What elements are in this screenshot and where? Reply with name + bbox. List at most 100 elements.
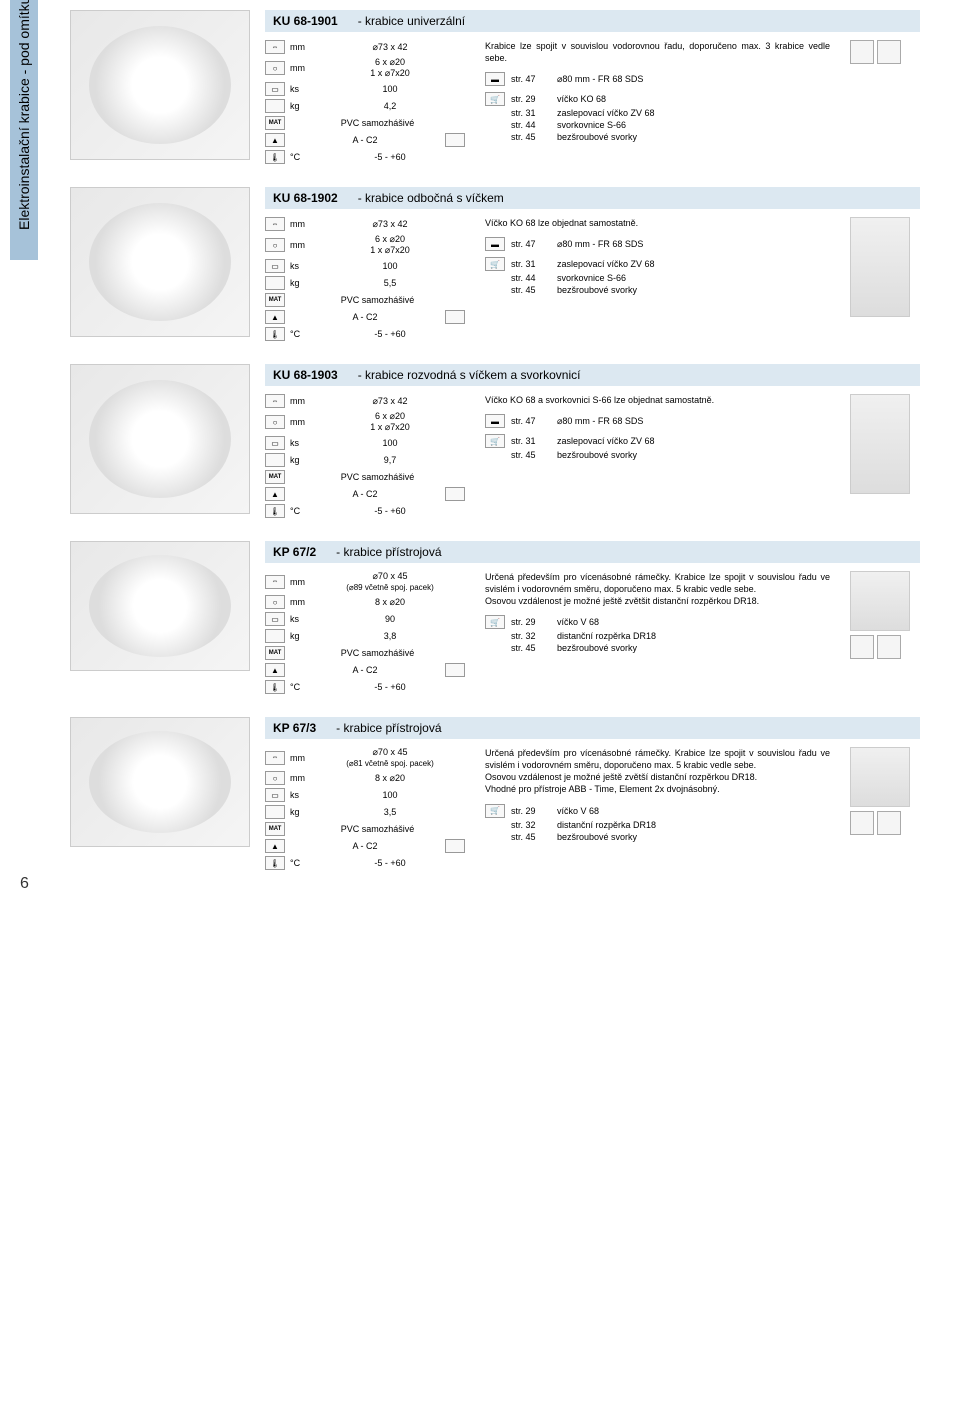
ref-text: svorkovnice S-66 (557, 273, 626, 283)
product-block: KU 68-1903 - krabice rozvodná s víčkem a… (70, 364, 920, 521)
material-value: PVC samozhášivé (290, 118, 465, 128)
unit-label: mm (290, 753, 310, 763)
product-block: KU 68-1901 - krabice univerzální ⇔mm⌀73 … (70, 10, 920, 167)
fire-icon (265, 487, 285, 501)
unit-label: mm (290, 396, 310, 406)
qty-value: 100 (315, 261, 465, 271)
weight-value: 3,8 (315, 631, 465, 641)
product-description: Víčko KO 68 lze objednat samostatně. (485, 217, 830, 229)
dimension-value: ⌀73 x 42 (315, 42, 465, 53)
temp-value: -5 - +60 (315, 152, 465, 162)
sidebar-category-label: Elektroinstalační krabice - pod omítku (10, 0, 38, 260)
ref-text: bezšroubové svorky (557, 450, 637, 460)
catalog-icon (485, 72, 505, 86)
ref-page: str. 32 (511, 820, 551, 830)
ref-page: str. 44 (511, 273, 551, 283)
temp-icon (265, 856, 285, 870)
holes-icon (265, 61, 285, 75)
page-number: 6 (20, 875, 29, 893)
product-title-row: KU 68-1901 - krabice univerzální (265, 10, 920, 32)
blank-icon (265, 629, 285, 643)
holes-value: 6 x ⌀20 1 x ⌀7x20 (315, 57, 465, 79)
product-title-row: KU 68-1902 - krabice odbočná s víčkem (265, 187, 920, 209)
cart-icon (485, 257, 505, 271)
temp-icon (265, 680, 285, 694)
detail-thumb (850, 394, 910, 494)
ref-text: zaslepovací víčko ZV 68 (557, 108, 655, 118)
detail-thumb (850, 571, 910, 631)
temp-value: -5 - +60 (315, 682, 465, 692)
fire-grade: A - C2 (290, 489, 440, 499)
unit-label: mm (290, 240, 310, 250)
fire-grade: A - C2 (290, 312, 440, 322)
package-icon (265, 436, 285, 450)
cert-icon (445, 487, 465, 501)
socket-icons (850, 40, 920, 64)
cart-icon (485, 804, 505, 818)
product-subtitle: - krabice přístrojová (336, 545, 441, 559)
holes-value: 6 x ⌀20 1 x ⌀7x20 (315, 411, 465, 433)
ref-text: zaslepovací víčko ZV 68 (557, 436, 655, 446)
ref-page: str. 47 (511, 74, 551, 84)
ref-page: str. 47 (511, 416, 551, 426)
product-photo (70, 10, 250, 160)
qty-value: 90 (315, 614, 465, 624)
ref-page: str. 44 (511, 120, 551, 130)
dimension-icon: ⇔ (265, 575, 285, 589)
blank-icon (265, 276, 285, 290)
product-subtitle: - krabice univerzální (358, 14, 465, 28)
material-icon: MAT (265, 822, 285, 836)
ref-page: str. 32 (511, 631, 551, 641)
cert-icon (445, 663, 465, 677)
material-icon: MAT (265, 116, 285, 130)
dimension-icon: ⇔ (265, 394, 285, 408)
ref-text: víčko KO 68 (557, 94, 606, 104)
material-value: PVC samozhášivé (290, 648, 465, 658)
ref-page: str. 47 (511, 239, 551, 249)
product-block: KP 67/3 - krabice přístrojová ⇔mm⌀70 x 4… (70, 717, 920, 873)
ref-text: distanční rozpěrka DR18 (557, 820, 656, 830)
socket-icons (850, 635, 920, 659)
ref-page: str. 31 (511, 436, 551, 446)
package-icon (265, 82, 285, 96)
weight-value: 5,5 (315, 278, 465, 288)
holes-value: 6 x ⌀20 1 x ⌀7x20 (315, 234, 465, 256)
ref-page: str. 31 (511, 259, 551, 269)
unit-label: ks (290, 614, 310, 624)
ref-text: zaslepovací víčko ZV 68 (557, 259, 655, 269)
product-subtitle: - krabice odbočná s víčkem (358, 191, 504, 205)
ref-text: distanční rozpěrka DR18 (557, 631, 656, 641)
package-icon (265, 612, 285, 626)
ref-page: str. 45 (511, 643, 551, 653)
unit-label: °C (290, 682, 310, 692)
fire-icon (265, 133, 285, 147)
temp-icon (265, 504, 285, 518)
ref-text: svorkovnice S-66 (557, 120, 626, 130)
product-description: Určená především pro vícenásobné rámečky… (485, 571, 830, 607)
qty-value: 100 (315, 84, 465, 94)
ref-page: str. 45 (511, 285, 551, 295)
ref-text: ⌀80 mm - FR 68 SDS (557, 74, 643, 85)
holes-icon (265, 595, 285, 609)
product-description: Krabice lze spojit v souvislou vodorovno… (485, 40, 830, 64)
product-code: KU 68-1901 (273, 14, 338, 28)
unit-label: kg (290, 101, 310, 111)
dimension-icon: ⇔ (265, 217, 285, 231)
fire-grade: A - C2 (290, 841, 440, 851)
holes-icon (265, 771, 285, 785)
unit-label: mm (290, 63, 310, 73)
blank-icon (265, 99, 285, 113)
unit-label: mm (290, 577, 310, 587)
product-description: Určená především pro vícenásobné rámečky… (485, 747, 830, 796)
product-photo (70, 187, 250, 337)
catalog-icon (485, 237, 505, 251)
fire-icon (265, 310, 285, 324)
product-photo (70, 541, 250, 671)
blank-icon (265, 453, 285, 467)
ref-text: víčko V 68 (557, 806, 599, 816)
cert-icon (445, 310, 465, 324)
temp-value: -5 - +60 (315, 506, 465, 516)
cert-icon (445, 133, 465, 147)
ref-text: ⌀80 mm - FR 68 SDS (557, 239, 643, 250)
holes-value: 8 x ⌀20 (315, 773, 465, 784)
